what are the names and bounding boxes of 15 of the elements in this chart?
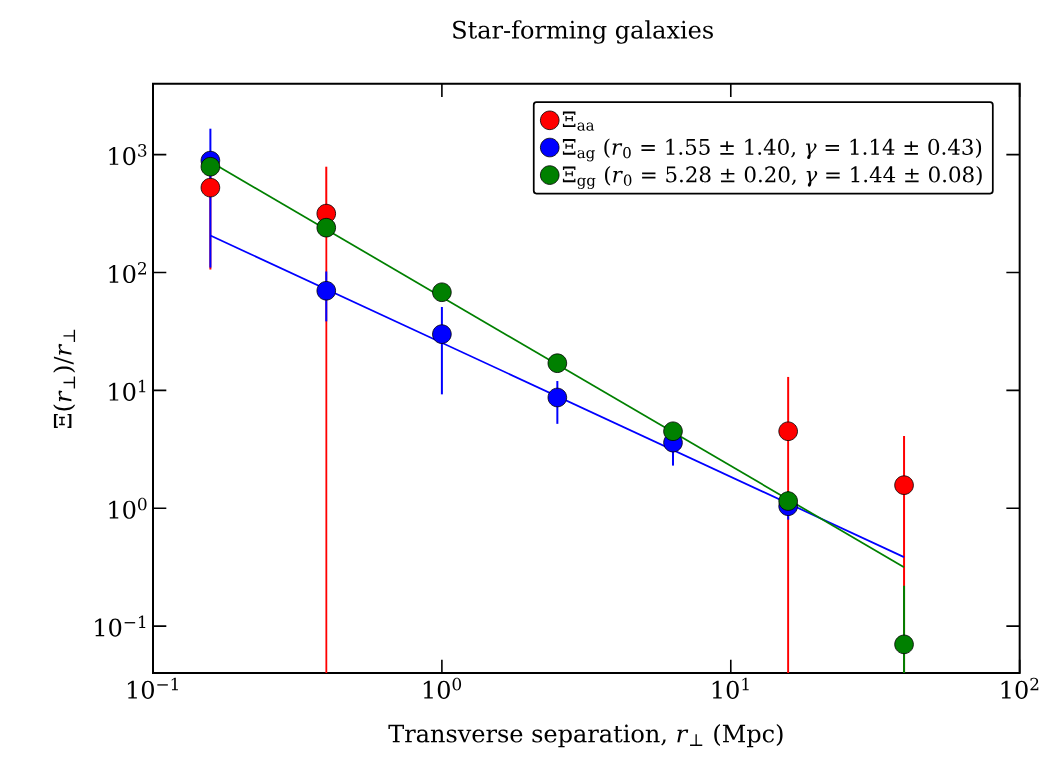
x-tick-label: 10$^{2}$ bbox=[1001, 677, 1039, 699]
legend-label: Ξ$_{aa}$ bbox=[562, 111, 595, 131]
x-tick-label: 10$^{0}$ bbox=[423, 677, 462, 699]
x-tick-label: 10$^{−1}$ bbox=[127, 677, 178, 699]
chart-title: Star-forming galaxies bbox=[453, 20, 713, 44]
y-tick-label: 10$^{2}$ bbox=[109, 261, 146, 284]
y-axis-title: Ξ(r$_{⊥}$)/r$_{⊥}$ bbox=[53, 329, 76, 428]
y-tick-label: 10$^{3}$ bbox=[109, 144, 147, 166]
legend-label: Ξ$_{gg}$ (r$_{0}$ = 5.28 ± 0.20, γ = 1.44 ± 0.08) bbox=[562, 165, 982, 189]
x-axis-title: Transverse separation, r$_{⊥}$ (Mpc) bbox=[388, 724, 783, 748]
y-tick-label: 10$^{−1}$ bbox=[95, 615, 146, 637]
y-tick-label: 10$^{1}$ bbox=[109, 379, 146, 401]
y-tick-label: 10$^{0}$ bbox=[109, 497, 147, 519]
legend-label: Ξ$_{ag}$ (r$_{0}$ = 1.55 ± 1.40, γ = 1.14 ± 0.43) bbox=[562, 138, 982, 162]
x-tick-label: 10$^{1}$ bbox=[712, 677, 749, 699]
